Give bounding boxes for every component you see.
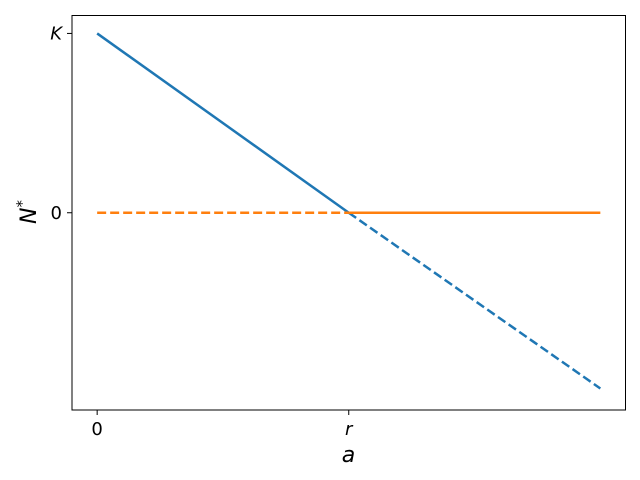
y-axis-ticks: K0 <box>50 23 72 224</box>
series-1-solid-segment-1 <box>96 32 350 214</box>
y-tick-label-1: K <box>50 23 63 44</box>
y-axis-label-superscript: * <box>13 200 31 208</box>
x-tick-label-1: 0 <box>91 419 102 440</box>
y-axis-label: N* <box>13 200 42 224</box>
plot-layer <box>96 32 602 390</box>
x-tick-label-2: r <box>345 419 354 440</box>
y-tick-label-2: 0 <box>51 203 62 224</box>
series-1-dashed-segment-2 <box>348 211 602 390</box>
x-axis-label: a <box>342 443 355 468</box>
y-axis-label-main: N <box>17 208 42 224</box>
